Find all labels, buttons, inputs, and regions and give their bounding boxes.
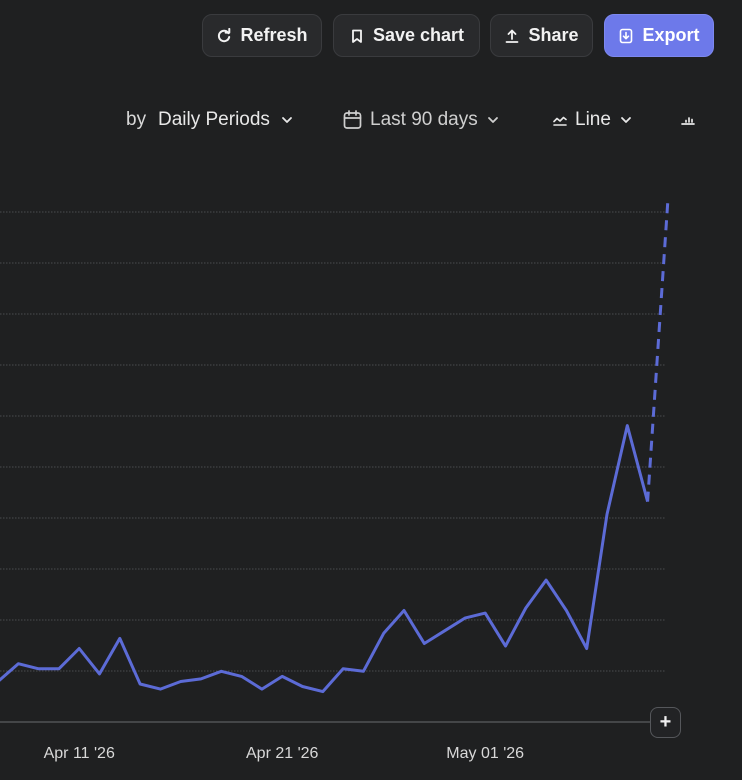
data-point[interactable] xyxy=(218,668,224,674)
data-point[interactable] xyxy=(56,666,62,672)
data-point[interactable] xyxy=(279,673,285,679)
period-dropdown-label: Daily Periods xyxy=(158,109,270,130)
data-point[interactable] xyxy=(97,671,103,677)
data-point[interactable] xyxy=(563,608,569,614)
data-point[interactable] xyxy=(442,628,448,634)
export-icon xyxy=(620,28,633,43)
refresh-button[interactable]: Refresh xyxy=(202,14,322,57)
line-chart-icon xyxy=(553,116,567,126)
chart-type-label: Line xyxy=(575,109,611,130)
data-point[interactable] xyxy=(137,681,143,687)
export-label: Export xyxy=(642,25,700,45)
chart-controls: by Daily Periods Last 90 days Line xyxy=(0,100,742,140)
x-tick-label: May 01 '26 xyxy=(446,745,525,762)
chart-type-dropdown[interactable]: Line xyxy=(553,106,633,134)
chart-plot xyxy=(0,197,671,723)
chevron-down-icon xyxy=(621,117,631,123)
data-point[interactable] xyxy=(198,676,204,682)
data-point[interactable] xyxy=(604,511,610,517)
series-projection-line[interactable] xyxy=(646,199,670,502)
data-point[interactable] xyxy=(543,577,549,583)
data-point[interactable] xyxy=(36,666,42,672)
data-point[interactable] xyxy=(259,686,265,692)
chart-settings-button[interactable] xyxy=(680,106,696,134)
data-point[interactable] xyxy=(645,499,651,505)
data-point[interactable] xyxy=(15,661,21,667)
refresh-icon xyxy=(218,27,231,42)
period-dropdown[interactable]: Daily Periods xyxy=(158,106,294,134)
zoom-in-button[interactable]: + xyxy=(650,707,681,738)
data-point[interactable] xyxy=(178,679,184,685)
data-point[interactable] xyxy=(503,643,509,649)
plus-icon: + xyxy=(659,711,672,733)
data-point[interactable] xyxy=(320,689,326,695)
group-by-label: by xyxy=(126,109,147,130)
toolbar: Refresh Save chart Share Export xyxy=(0,14,742,58)
save-chart-label: Save chart xyxy=(372,25,465,45)
date-range-label: Last 90 days xyxy=(370,109,478,130)
chart-settings-icon xyxy=(681,117,695,125)
data-point[interactable] xyxy=(360,668,366,674)
save-chart-button[interactable]: Save chart xyxy=(333,14,480,57)
line-chart: + Apr 11 '26 Apr 21 '26 May 01 '26 xyxy=(0,150,742,780)
refresh-label: Refresh xyxy=(240,25,308,45)
data-point[interactable] xyxy=(482,610,488,616)
chevron-down-icon xyxy=(487,117,498,123)
data-point[interactable] xyxy=(523,605,529,611)
data-point[interactable] xyxy=(117,635,123,641)
bookmark-icon xyxy=(352,29,362,43)
data-point[interactable] xyxy=(300,684,306,690)
data-point[interactable] xyxy=(76,646,82,652)
data-point[interactable] xyxy=(381,630,387,636)
data-point[interactable] xyxy=(239,673,245,679)
data-point[interactable] xyxy=(462,615,468,621)
data-point[interactable] xyxy=(157,686,163,692)
data-point[interactable] xyxy=(401,608,407,614)
upload-icon xyxy=(506,29,519,43)
export-button[interactable]: Export xyxy=(604,14,714,57)
data-point[interactable] xyxy=(340,666,346,672)
date-range-dropdown[interactable]: Last 90 days xyxy=(343,106,500,134)
calendar-icon xyxy=(343,110,362,129)
data-point[interactable] xyxy=(624,423,630,429)
x-tick-label: Apr 11 '26 xyxy=(43,745,115,762)
data-point[interactable] xyxy=(665,197,671,203)
x-tick-label: Apr 21 '26 xyxy=(246,745,319,762)
share-label: Share xyxy=(528,25,579,45)
chevron-down-icon xyxy=(282,117,292,123)
share-button[interactable]: Share xyxy=(490,14,593,57)
data-point[interactable] xyxy=(584,646,590,652)
data-point[interactable] xyxy=(421,641,427,647)
series-line[interactable] xyxy=(0,424,650,694)
